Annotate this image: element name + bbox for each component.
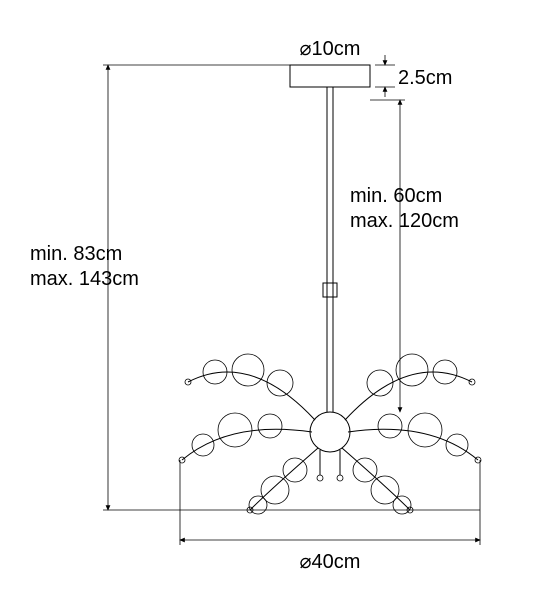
rod-min-label: min. 60cm (350, 185, 442, 207)
rod-length-dim: min. 60cm max. 120cm (350, 100, 459, 412)
canopy (290, 65, 370, 87)
fixture-body (179, 354, 481, 514)
fixture-diameter-label: ⌀40cm (300, 551, 361, 573)
rod-max-label: max. 120cm (350, 210, 459, 232)
total-height-dim: min. 83cm max. 143cm (30, 65, 480, 510)
canopy-height-dim: 2.5cm (375, 55, 452, 97)
canopy-height-label: 2.5cm (398, 67, 452, 89)
canopy-diameter-label: ⌀10cm (300, 38, 361, 60)
fixture-diameter-dim: ⌀40cm (180, 460, 480, 573)
suspension-rod (323, 87, 337, 412)
total-min-label: min. 83cm (30, 243, 122, 265)
total-max-label: max. 143cm (30, 268, 139, 290)
